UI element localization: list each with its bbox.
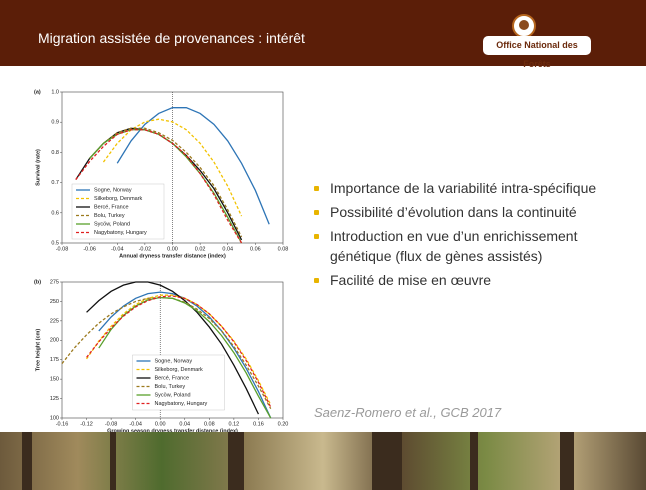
- x-tick-label: 0.16: [253, 421, 264, 427]
- y-tick-label: 225: [50, 318, 59, 324]
- x-tick-label: 0.04: [222, 246, 233, 252]
- x-tick-label: -0.08: [56, 246, 69, 252]
- x-tick-label: 0.04: [179, 421, 190, 427]
- x-tick-label: 0.12: [229, 421, 240, 427]
- y-tick-label: 0.5: [51, 240, 59, 246]
- y-tick-label: 1.0: [51, 89, 59, 95]
- x-tick-label: 0.08: [204, 421, 215, 427]
- y-tick-label: 250: [50, 299, 59, 305]
- x-tick-label: 0.02: [195, 246, 206, 252]
- bullet-list: Importance de la variabilité intra-spéci…: [312, 178, 632, 294]
- x-tick-label: 0.08: [278, 246, 289, 252]
- x-axis-label: Annual dryness transfer distance (index): [119, 253, 226, 259]
- x-tick-label: -0.06: [83, 246, 96, 252]
- x-tick-label: -0.12: [80, 421, 93, 427]
- tree-trunk: [560, 432, 574, 490]
- chart-a: 0.5 0.6 0.7 0.8 0.9 1.0 -0.08 -0.06 -0.04 -0.02 0.…: [34, 89, 289, 259]
- y-tick-label: 125: [50, 396, 59, 402]
- legend-box: [71, 183, 165, 240]
- series-line: [61, 296, 272, 409]
- y-tick-label: 275: [50, 279, 59, 285]
- plot-frame: [61, 281, 284, 419]
- x-tick-label: -0.04: [111, 246, 124, 252]
- legend-label: Sycöw, Poland: [94, 221, 130, 227]
- y-tick-label: 100: [50, 415, 59, 421]
- tree-trunk: [22, 432, 32, 490]
- x-tick-label: 0.06: [250, 246, 261, 252]
- series-line: [102, 118, 243, 217]
- tree-trunk: [470, 432, 478, 490]
- panel-label: (a): [34, 89, 41, 95]
- x-axis-label: Growing season dryness transfer distance…: [107, 428, 238, 432]
- y-axis-label: Tree height (cm): [35, 329, 41, 372]
- series-line: [86, 295, 272, 408]
- logo-icon: [512, 14, 536, 38]
- series-line: [86, 281, 260, 415]
- legend-label: Bercé, France: [155, 375, 190, 381]
- series-line: [86, 294, 272, 406]
- tree-trunk: [110, 432, 116, 490]
- bullet: Facilité de mise en œuvre: [312, 270, 632, 290]
- y-tick-label: 200: [50, 338, 59, 344]
- legend-label: Sogne, Norway: [155, 358, 193, 364]
- y-tick-label: 175: [50, 357, 59, 363]
- tree-trunk: [372, 432, 402, 490]
- y-tick-label: 0.7: [51, 180, 59, 186]
- series-line: [116, 107, 270, 225]
- legend-label: Nagybatony, Hungary: [155, 401, 208, 407]
- y-tick-label: 0.9: [51, 120, 59, 126]
- forest-photo: [0, 432, 646, 490]
- x-tick-label: 0.00: [167, 246, 178, 252]
- series-line: [89, 127, 243, 238]
- x-tick-label: -0.04: [129, 421, 142, 427]
- panel-label: (b): [34, 279, 41, 285]
- series-line: [75, 129, 243, 244]
- legend-label: Sycöw, Poland: [155, 392, 191, 398]
- y-tick-label: 150: [50, 377, 59, 383]
- legend-label: Bercé, France: [94, 204, 129, 210]
- legend-label: Bolu, Turkey: [94, 213, 125, 219]
- y-tick-label: 0.6: [51, 210, 59, 216]
- header-bar: Migration assistée de provenances : inté…: [0, 0, 646, 69]
- logo: Office National des Forêts: [483, 36, 591, 69]
- tree-trunk: [228, 432, 244, 490]
- citation: Saenz-Romero et al., GCB 2017: [314, 405, 502, 420]
- legend-label: Bolu, Turkey: [155, 384, 186, 390]
- bullet: Introduction en vue d’un enrichissement …: [312, 226, 632, 266]
- chart-b: 100 125 150 175 200 225 250 275 -0.16 -0.12 -0.08 -…: [34, 279, 289, 432]
- legend-label: Silkeborg, Denmark: [94, 196, 143, 202]
- x-tick-label: -0.02: [139, 246, 152, 252]
- legend-box: [132, 354, 225, 411]
- legend-label: Sogne, Norway: [94, 187, 132, 193]
- y-axis-label: Survival (rate): [35, 149, 41, 186]
- x-tick-label: 0.00: [155, 421, 166, 427]
- legend-label: Nagybatony, Hungary: [94, 230, 147, 236]
- x-tick-label: 0.20: [278, 421, 289, 427]
- slide-title: Migration assistée de provenances : inté…: [38, 30, 305, 46]
- x-tick-label: -0.16: [56, 421, 69, 427]
- y-tick-label: 0.8: [51, 150, 59, 156]
- bullet: Possibilité d’évolution dans la continui…: [312, 202, 632, 222]
- legend-label: Silkeborg, Denmark: [155, 367, 204, 373]
- x-tick-label: -0.08: [105, 421, 118, 427]
- bullet: Importance de la variabilité intra-spéci…: [312, 178, 632, 198]
